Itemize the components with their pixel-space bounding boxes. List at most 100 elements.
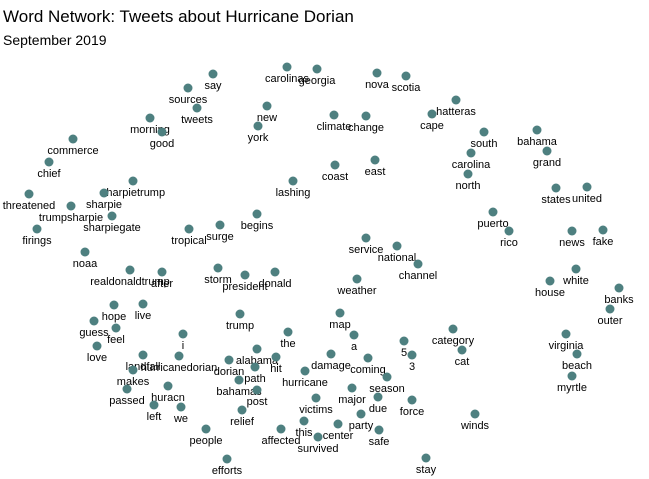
node-label: house xyxy=(535,287,565,299)
node-point xyxy=(237,405,247,415)
network-node: sources xyxy=(169,83,208,106)
node-point xyxy=(270,267,280,277)
network-node: news xyxy=(559,226,585,249)
network-node: chief xyxy=(37,157,62,180)
network-node: donald xyxy=(258,267,292,290)
node-point xyxy=(567,371,577,381)
network-node: president xyxy=(222,270,268,293)
node-point xyxy=(234,375,244,385)
node-label: we xyxy=(173,413,188,425)
node-label: coast xyxy=(322,171,348,183)
node-point xyxy=(413,259,423,269)
node-point xyxy=(201,424,211,434)
node-label: map xyxy=(329,319,350,331)
network-node: hurricane xyxy=(282,366,328,389)
node-label: guess xyxy=(79,327,109,339)
node-label: affected xyxy=(262,435,301,447)
network-node: threatened xyxy=(3,189,55,212)
network-node: begins xyxy=(241,209,274,232)
node-label: weather xyxy=(336,285,376,297)
network-node: hurricanedorian xyxy=(141,351,217,374)
node-label: east xyxy=(365,166,386,178)
node-label: 3 xyxy=(409,361,415,373)
node-point xyxy=(122,384,132,394)
network-node: safe xyxy=(369,425,390,448)
node-point xyxy=(427,109,437,119)
network-node: fake xyxy=(593,225,613,248)
node-point xyxy=(582,182,592,192)
node-point xyxy=(392,241,402,251)
node-label: makes xyxy=(117,376,150,388)
network-node: passed xyxy=(109,384,145,407)
network-node: major xyxy=(338,383,366,406)
node-label: party xyxy=(349,420,374,432)
node-point xyxy=(373,392,383,402)
node-point xyxy=(356,409,366,419)
node-point xyxy=(401,71,411,81)
node-point xyxy=(262,101,272,111)
network-node: beach xyxy=(562,349,592,372)
node-point xyxy=(399,336,409,346)
node-point xyxy=(253,121,263,131)
network-node: dorian xyxy=(214,355,244,378)
node-point xyxy=(183,83,193,93)
node-point xyxy=(138,299,148,309)
node-label: tropical xyxy=(171,235,206,247)
node-point xyxy=(288,176,298,186)
node-label: realdonaldtrump xyxy=(90,276,170,288)
network-node: new xyxy=(257,101,277,124)
node-point xyxy=(109,300,119,310)
node-label: service xyxy=(349,244,384,256)
node-point xyxy=(448,324,458,334)
network-node: huracn xyxy=(151,381,185,404)
node-label: force xyxy=(400,406,424,418)
node-point xyxy=(107,211,117,221)
node-label: new xyxy=(257,112,277,124)
node-point xyxy=(329,110,339,120)
node-label: trumpsharpie xyxy=(39,212,103,224)
node-point xyxy=(282,62,292,72)
network-node: 5 xyxy=(399,336,409,359)
network-node: noaa xyxy=(73,247,98,270)
node-point xyxy=(326,349,336,359)
node-label: north xyxy=(455,180,480,192)
node-point xyxy=(235,309,245,319)
node-point xyxy=(250,362,260,372)
node-label: sharpiegate xyxy=(83,222,141,234)
network-node: united xyxy=(572,182,602,205)
node-label: hope xyxy=(102,311,126,323)
node-label: commerce xyxy=(47,145,98,157)
node-point xyxy=(252,344,262,354)
network-node: hatteras xyxy=(436,95,476,118)
node-point xyxy=(313,432,323,442)
node-point xyxy=(192,103,202,113)
node-label: storm xyxy=(204,274,232,286)
node-point xyxy=(252,385,262,395)
network-node: firings xyxy=(22,224,52,247)
network-node: tweets xyxy=(181,103,213,126)
network-node: affected xyxy=(262,424,301,447)
node-label: news xyxy=(559,237,585,249)
node-point xyxy=(283,327,293,337)
network-node: myrtle xyxy=(557,371,587,394)
node-point xyxy=(252,209,262,219)
network-node: georgia xyxy=(299,64,336,87)
node-point xyxy=(157,267,167,277)
node-point xyxy=(215,220,225,230)
node-point xyxy=(157,127,167,137)
network-node: east xyxy=(365,155,386,178)
network-node: path xyxy=(244,362,266,385)
node-point xyxy=(605,304,615,314)
node-label: cat xyxy=(455,356,470,368)
network-node: tropical xyxy=(171,224,207,247)
node-label: safe xyxy=(369,436,390,448)
network-node: center xyxy=(323,419,354,442)
node-label: a xyxy=(351,341,358,353)
node-label: i xyxy=(182,340,184,352)
network-node: i xyxy=(178,329,188,352)
node-point xyxy=(330,160,340,170)
network-node: channel xyxy=(399,259,437,282)
node-label: sources xyxy=(169,94,208,106)
